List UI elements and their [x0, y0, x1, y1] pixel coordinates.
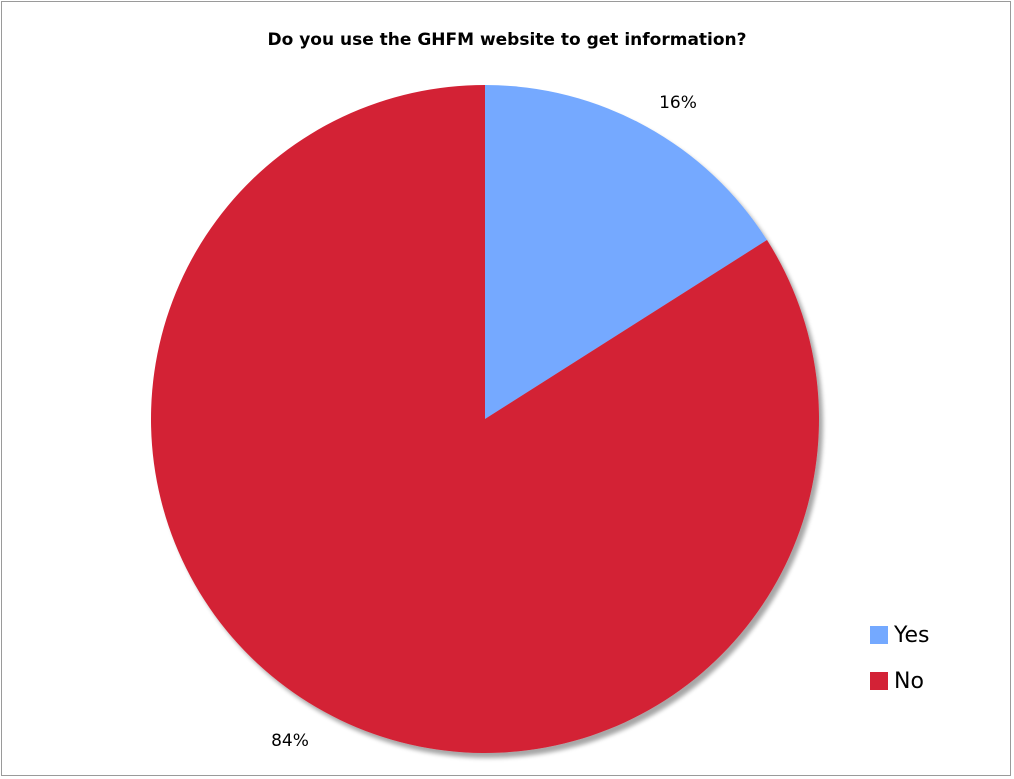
data-label-no: 84%	[271, 731, 309, 751]
legend-label-yes: Yes	[894, 622, 930, 648]
legend-item-no: No	[870, 658, 930, 704]
legend-label-no: No	[894, 668, 924, 694]
legend-swatch-no	[870, 672, 888, 690]
pie-slice-yes	[485, 85, 768, 419]
data-label-yes: 16%	[659, 93, 697, 113]
legend-item-yes: Yes	[870, 612, 930, 658]
pie-slice-no	[151, 85, 819, 754]
legend: Yes No	[870, 612, 930, 704]
chart-title: Do you use the GHFM website to get infor…	[267, 30, 747, 50]
legend-swatch-yes	[870, 626, 888, 644]
